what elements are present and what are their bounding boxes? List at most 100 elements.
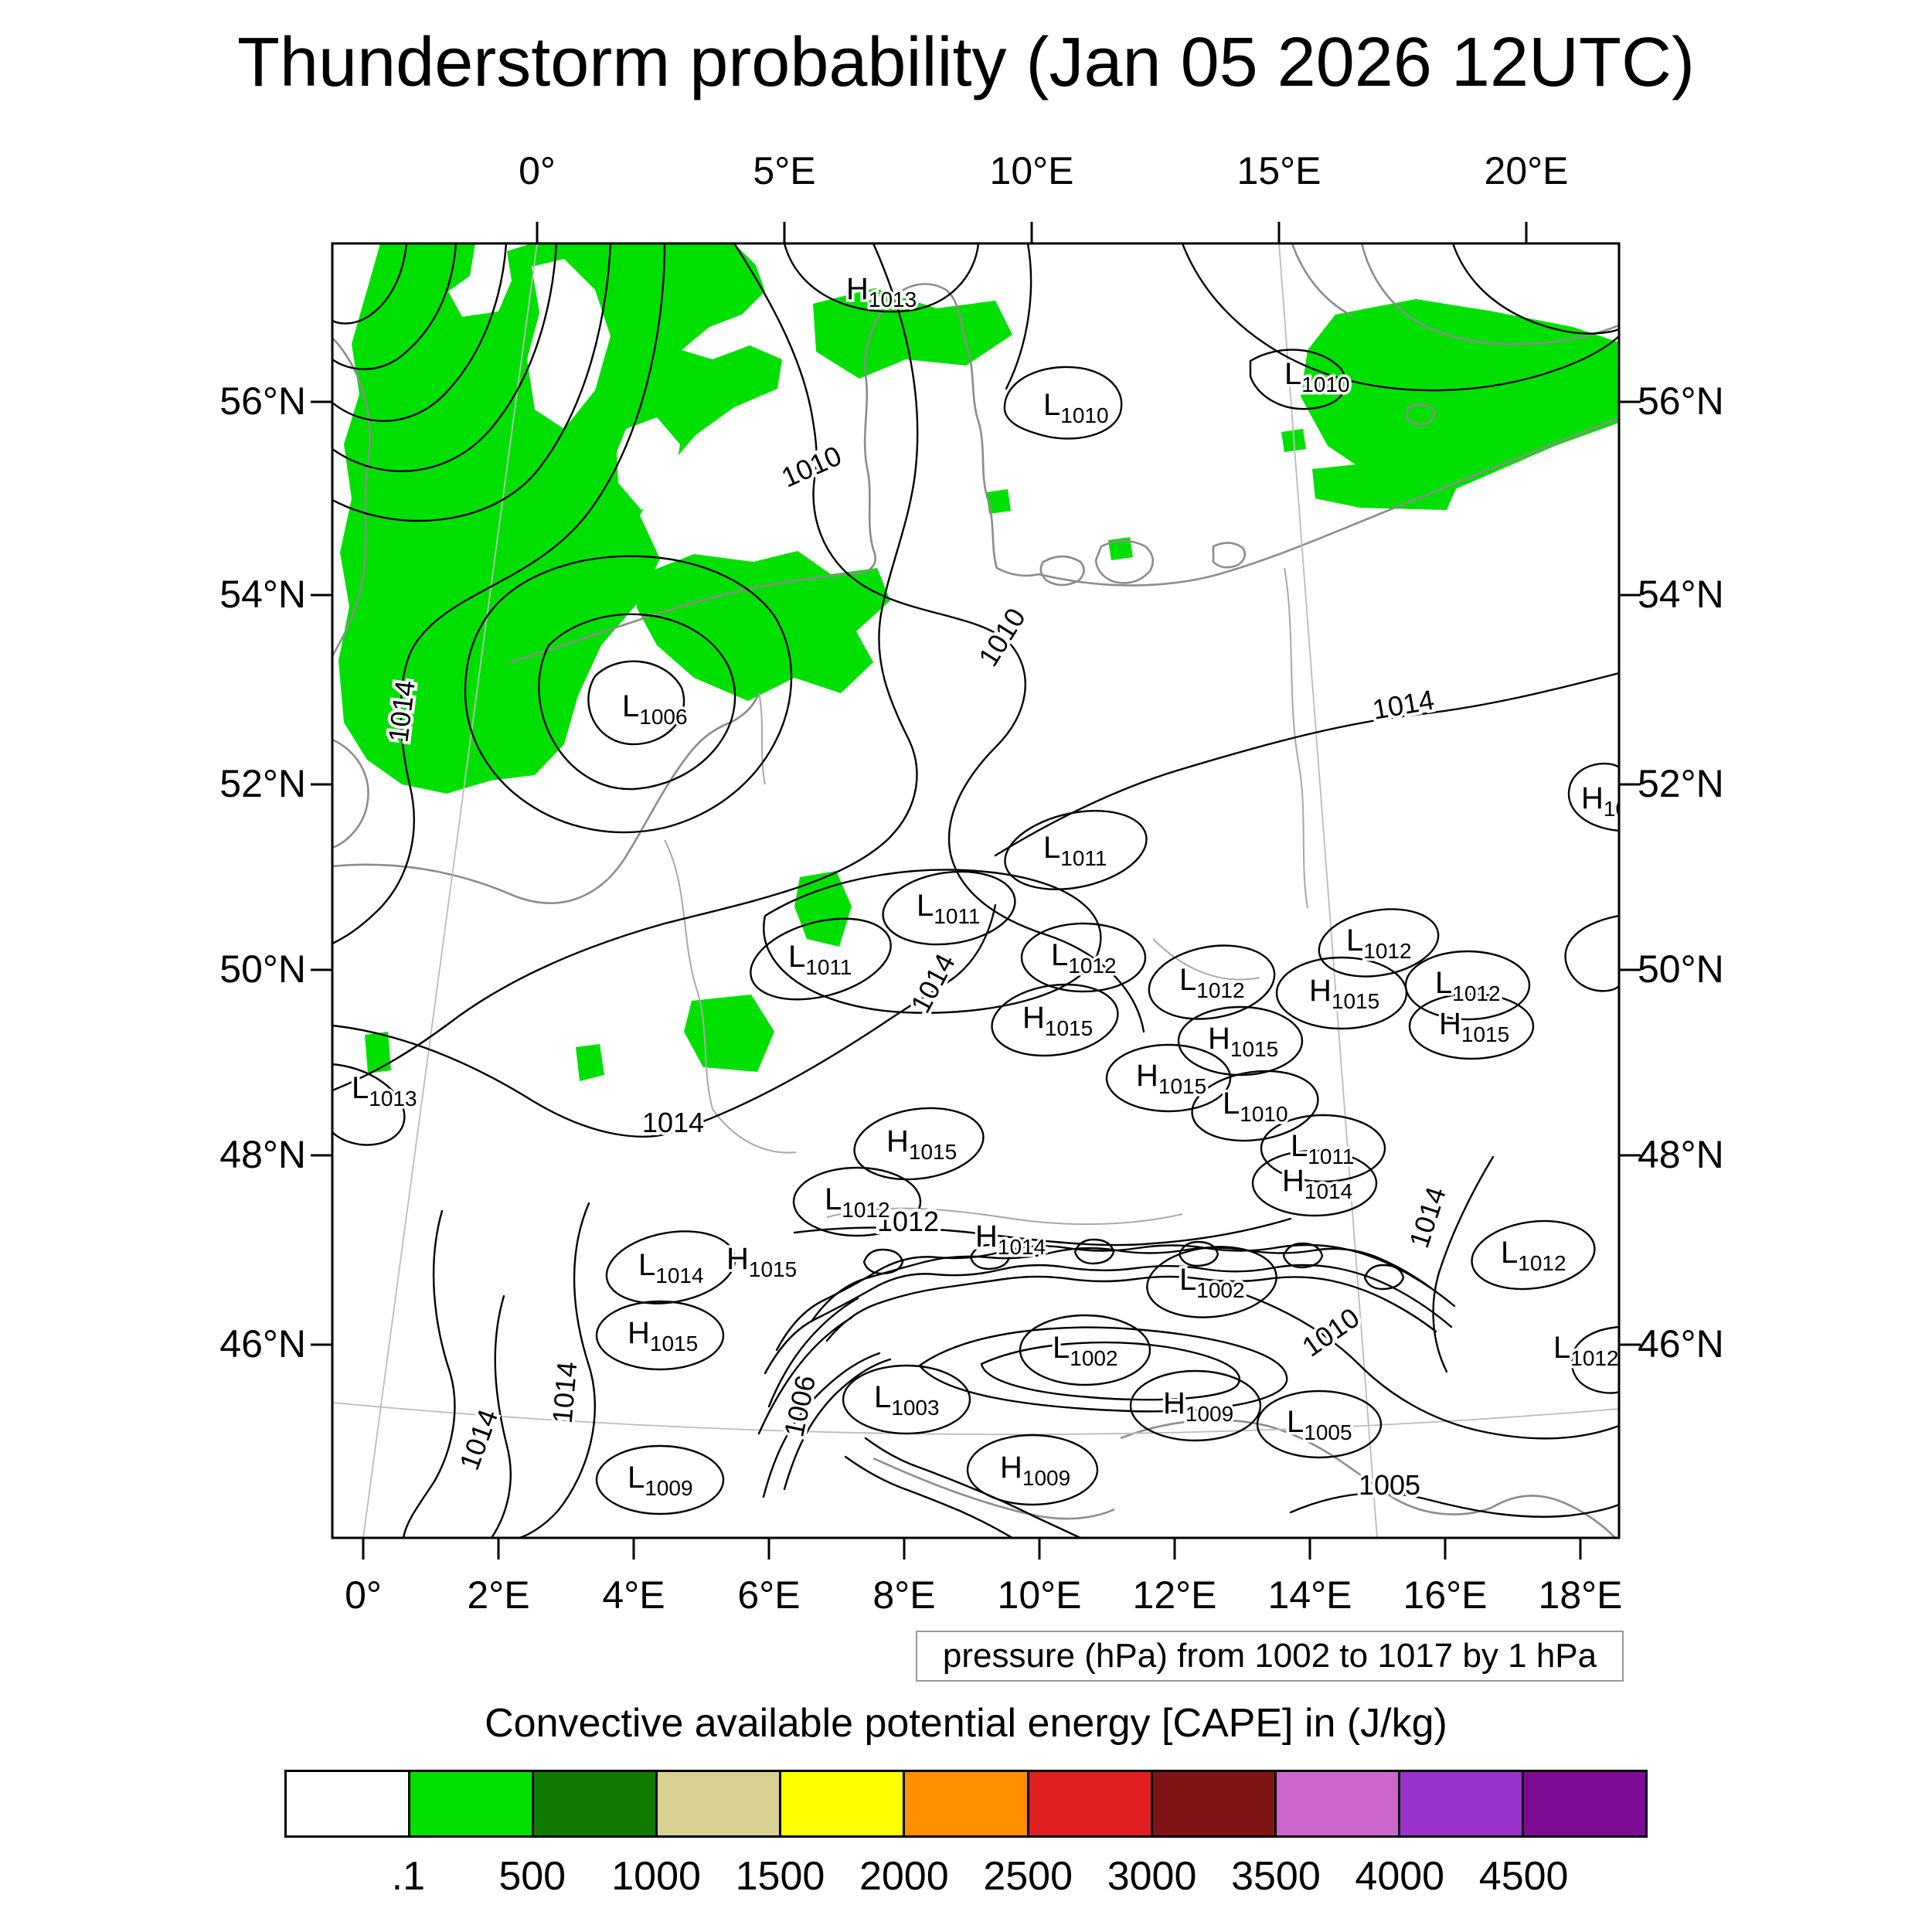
pressure-marker-h1015: H1015	[1136, 1059, 1206, 1098]
pressure-marker-l1012: L1012	[1501, 1236, 1566, 1275]
map-graphic	[402, 1209, 456, 1538]
map-graphic	[783, 1358, 892, 1491]
map-graphic	[1278, 243, 1378, 1538]
map-graphic	[332, 1402, 1619, 1435]
map-graphic	[587, 660, 685, 746]
map-graphic	[1282, 1242, 1324, 1269]
colorbar-label: 1500	[735, 1854, 825, 1899]
axis-label: 0°	[519, 149, 556, 192]
map-graphic	[538, 613, 736, 791]
pressure-range-caption: pressure (hPa) from 1002 to 1017 by 1 hP…	[916, 1631, 1624, 1682]
map-graphic	[1003, 366, 1123, 440]
map-graphic	[1178, 1240, 1219, 1267]
pressure-center-contour	[750, 917, 892, 1001]
axis-label: 18°E	[1538, 1573, 1623, 1617]
map-graphic	[332, 243, 457, 370]
axis-label: 6°E	[737, 1573, 801, 1617]
axis-bottom-labels: 0° 2°E 4°E 6°E 8°E 10°E 12°E 14°E 16°E 18°E	[332, 1573, 1622, 1619]
pressure-marker-l1013: L1013	[352, 1071, 417, 1111]
colorbar-label: 4000	[1355, 1854, 1445, 1899]
pressure-marker-h1009: H1009	[1000, 1451, 1070, 1490]
map-graphic	[490, 1294, 512, 1538]
map-graphic	[980, 1341, 1240, 1401]
axis-label: 10°E	[989, 149, 1074, 192]
pressure-center-contour	[1256, 1389, 1383, 1459]
pressure-center-contour	[1020, 922, 1147, 993]
colorbar-label: 4500	[1478, 1854, 1569, 1899]
pressure-marker-h1015: H1015	[886, 1124, 957, 1164]
map-graphic	[1243, 1293, 1619, 1440]
colorbar-cell	[1026, 1770, 1153, 1838]
pressure-center-contour	[1004, 810, 1148, 890]
pressure-markers: H1013 L1010 L1010 L1006 L1011 L1011 L1011 L1012…	[349, 270, 1620, 1503]
axis-left-labels: 56°N 54°N 52°N 50°N 48°N 46°N	[178, 243, 317, 1538]
map-graphic	[986, 489, 1011, 514]
axis-label: 2°E	[467, 1573, 530, 1617]
pressure-marker-l1005: L1005	[1287, 1405, 1352, 1444]
map-graphic	[1405, 403, 1436, 426]
contour-label: 1005	[1359, 1469, 1420, 1501]
graticule-lines	[332, 243, 1619, 1538]
axis-label: 50°N	[1638, 947, 1724, 991]
pressure-marker-h1014: H1014	[1282, 1164, 1352, 1203]
pressure-marker-l1011: L1011	[1043, 831, 1107, 870]
cape-shaded-regions	[338, 243, 1619, 1081]
pressure-marker-l1011: L1011	[917, 889, 980, 928]
map-graphic	[509, 283, 1619, 664]
contour-label: 1014	[546, 1360, 583, 1424]
map-graphic	[332, 243, 508, 422]
contour-label: 1014	[1403, 1183, 1452, 1252]
coastlines	[332, 243, 1619, 1538]
map-graphic	[757, 1316, 853, 1435]
contour-label: 1014	[904, 948, 961, 1018]
pressure-marker-l1010: L1010	[1043, 388, 1109, 427]
map-graphic	[332, 243, 666, 945]
pressure-marker-l1012: L1012	[1179, 963, 1245, 1002]
map-graphic	[762, 1352, 881, 1498]
cape-colorbar-labels: .1 500 1000 1500 2000 2500 3000 3500 4000 4500	[284, 1853, 1648, 1907]
map-graphic	[1073, 1238, 1115, 1265]
pressure-center-contour	[842, 1364, 971, 1435]
axis-label: 48°N	[1638, 1133, 1724, 1176]
pressure-marker-l1009: L1009	[628, 1461, 693, 1500]
map-graphic	[664, 839, 713, 1110]
pressure-center-contour	[1260, 1114, 1386, 1183]
colorbar-cell	[655, 1770, 782, 1838]
map-graphic	[1284, 567, 1308, 909]
contour-label: 1014	[453, 1405, 504, 1474]
axis-label: 4°E	[602, 1573, 665, 1617]
axis-label: 54°N	[1638, 573, 1724, 616]
pressure-center-contour	[966, 1434, 1099, 1506]
map-graphic	[1363, 1264, 1405, 1291]
axis-label: 15°E	[1236, 149, 1321, 192]
map-graphic	[1120, 1419, 1616, 1538]
map-graphic	[1291, 243, 1353, 318]
pressure-center-contour	[853, 1107, 985, 1181]
map-graphic	[1289, 1492, 1619, 1518]
pressure-marker-h1015: H1015	[1208, 1022, 1278, 1061]
cape-legend-title: Convective available potential energy [C…	[485, 1701, 1447, 1746]
axis-label: 8°E	[872, 1573, 936, 1617]
pressure-center-contour	[595, 1444, 725, 1515]
axis-label: 20°E	[1484, 149, 1569, 192]
map-graphic	[758, 692, 766, 785]
axis-label: 54°N	[219, 573, 306, 616]
contour-label: 1010	[777, 440, 846, 494]
pressure-marker-h1015: H1015	[628, 1316, 698, 1355]
page-title: Thunderstorm probability (Jan 05 2026 12…	[237, 24, 1695, 101]
map-graphic	[1181, 243, 1619, 392]
pressure-marker-l1006: L1006	[622, 689, 688, 729]
pressure-center-contour	[595, 1300, 725, 1371]
colorbar-cell	[779, 1770, 906, 1838]
map-graphic	[1212, 542, 1247, 569]
pressure-center-contour	[1408, 992, 1535, 1060]
colorbar-cell	[284, 1770, 411, 1838]
map-graphic	[1451, 243, 1619, 335]
map-graphic	[518, 1202, 597, 1538]
contour-label: 1010	[972, 603, 1032, 672]
pressure-marker-l1010: L1010	[1223, 1087, 1288, 1126]
map-graphic	[635, 551, 890, 701]
colorbar-label: 500	[498, 1854, 566, 1899]
pressure-marker-l1012: L1012	[825, 1182, 890, 1222]
pressure-marker-l1002: L1002	[1053, 1331, 1118, 1370]
